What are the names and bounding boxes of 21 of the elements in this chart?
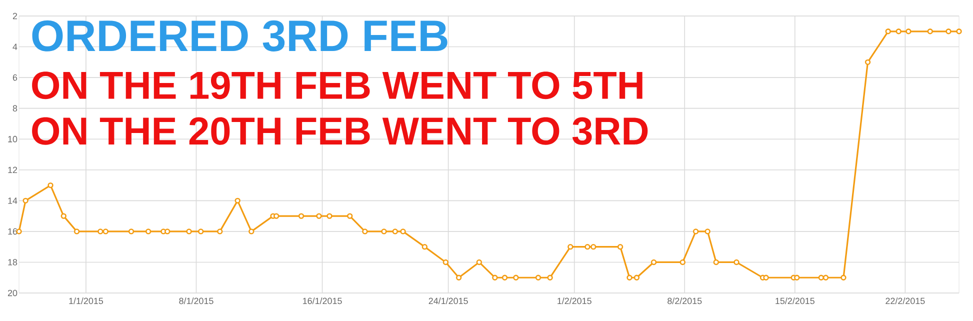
y-tick-label: 8 <box>12 105 18 112</box>
y-tick-label: 6 <box>12 74 18 81</box>
y-tick-label: 2 <box>12 12 18 20</box>
y-tick-label: 16 <box>8 228 18 235</box>
x-tick-label: 1/2/2015 <box>558 298 592 304</box>
y-tick-label: 4 <box>12 44 18 50</box>
annotation: ORDERED 3RD FEB <box>32 20 448 52</box>
x-tick-label: 1/1/2015 <box>69 298 104 304</box>
annotation: ON THE 20TH FEB WENT TO 3RD <box>32 117 648 145</box>
x-tick-label: 15/2/2015 <box>776 298 814 304</box>
x-tick-label: 8/1/2015 <box>179 298 214 304</box>
x-tick-label: 8/2/2015 <box>668 298 702 304</box>
x-tick-label: 16/1/2015 <box>303 298 342 304</box>
annotation: ON THE 19TH FEB WENT TO 5TH <box>32 72 642 100</box>
y-tick-label: 20 <box>8 290 18 296</box>
y-tick-label: 14 <box>8 198 18 204</box>
y-tick-label: 18 <box>8 259 18 266</box>
y-tick-label: 12 <box>8 166 18 174</box>
x-tick-label: 22/2/2015 <box>886 298 925 304</box>
x-tick-label: 24/1/2015 <box>428 298 468 304</box>
y-tick-label: 10 <box>8 136 18 142</box>
